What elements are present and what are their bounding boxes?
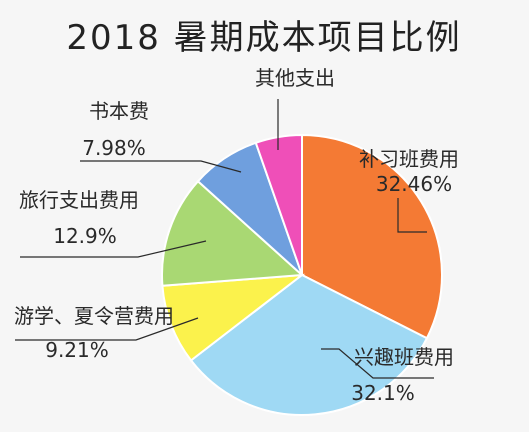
leader-line-2 bbox=[15, 317, 199, 341]
slice-value-0: 32.46% bbox=[376, 172, 452, 196]
slice-name-4: 书本费 bbox=[89, 99, 149, 123]
slice-value-4: 7.98% bbox=[82, 136, 146, 160]
slice-name-5: 其他支出 bbox=[255, 66, 335, 90]
slice-name-2: 游学、夏令营费用 bbox=[14, 304, 174, 328]
slice-name-1: 兴趣班费用 bbox=[354, 345, 454, 369]
slice-name-0: 补习班费用 bbox=[359, 147, 459, 171]
leader-line-1 bbox=[321, 348, 434, 379]
leader-line-4 bbox=[80, 160, 242, 173]
pie-slice-3 bbox=[161, 179, 305, 287]
pie-slice-1 bbox=[189, 273, 429, 416]
chart-title: 2018 暑期成本项目比例 bbox=[66, 18, 461, 58]
pie-slice-0 bbox=[301, 133, 443, 340]
slice-value-1: 32.1% bbox=[351, 381, 415, 405]
slice-value-2: 9.21% bbox=[45, 338, 109, 362]
leader-line-0 bbox=[397, 198, 427, 233]
pie-slice-2 bbox=[161, 273, 306, 362]
slice-name-3: 旅行支出费用 bbox=[19, 188, 139, 212]
leader-line-3 bbox=[20, 240, 207, 258]
leader-lines bbox=[15, 99, 434, 379]
slice-value-3: 12.9% bbox=[53, 224, 117, 248]
pie-slices bbox=[161, 133, 443, 416]
